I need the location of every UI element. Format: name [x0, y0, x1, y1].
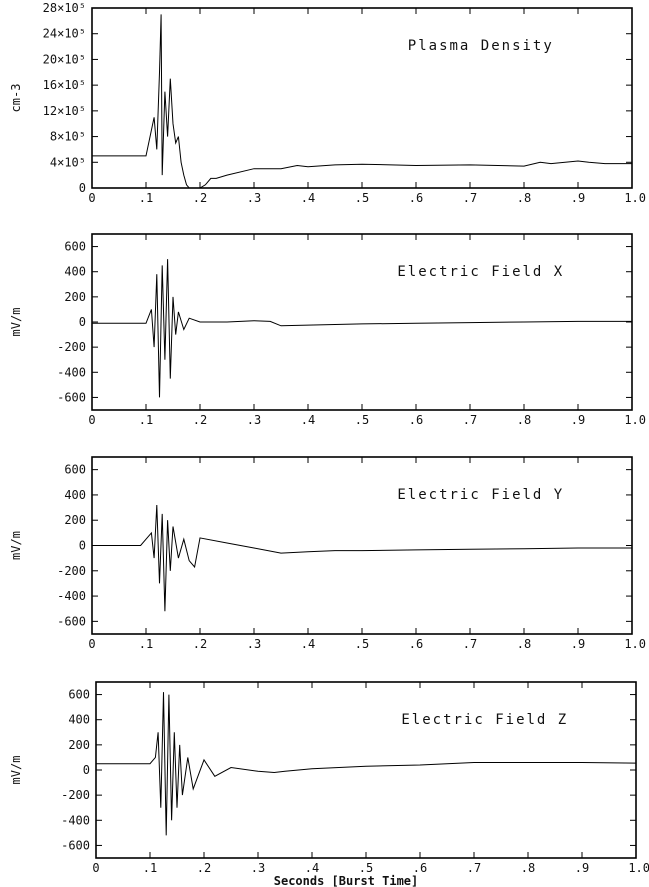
x-tick-label: .4 [301, 413, 315, 427]
x-tick-label: .9 [571, 413, 585, 427]
x-tick-label: .1 [139, 413, 153, 427]
y-tick-label: 0 [79, 181, 86, 195]
y-tick-label: 400 [68, 713, 90, 727]
y-tick-label: 600 [64, 463, 86, 477]
x-tick-label: .6 [409, 637, 423, 651]
y-axis-label: mV/m [9, 531, 23, 560]
y-tick-label: -400 [57, 365, 86, 379]
x-tick-label: .3 [247, 191, 261, 205]
x-tick-label: 1.0 [628, 861, 649, 875]
y-tick-label: 12×10⁵ [43, 104, 86, 118]
y-axis-label: cm-3 [9, 84, 23, 113]
x-tick-label: .2 [197, 861, 211, 875]
x-tick-label: .8 [517, 191, 531, 205]
chart-panel-2: -600 -400 -200 0 200 400 600 0 .1 .2 .3 .4 .5 .6 .7 .8.… [9, 233, 646, 427]
x-tick-label: .2 [193, 413, 207, 427]
x-tick-label: .2 [193, 637, 207, 651]
y-tick-label: 200 [64, 290, 86, 304]
x-tick-label: .7 [463, 191, 477, 205]
x-tick-label: .1 [143, 861, 157, 875]
x-tick-label: .3 [251, 861, 265, 875]
x-tick-label: .8 [517, 413, 531, 427]
y-tick-label: -200 [57, 564, 86, 578]
y-tick-label: 4×10⁵ [50, 155, 86, 169]
y-tick-label: 0 [83, 763, 90, 777]
x-tick-label: .7 [467, 861, 481, 875]
x-tick-label: .1 [139, 637, 153, 651]
x-tick-label: 1.0 [624, 191, 646, 205]
x-tick-label: .5 [355, 413, 369, 427]
y-tick-label: -600 [61, 838, 90, 852]
x-tick-label: .7 [463, 637, 477, 651]
y-tick-label: 600 [64, 240, 86, 254]
y-tick-label: -200 [57, 340, 86, 354]
y-tick-label: 24×10⁵ [43, 27, 86, 41]
x-tick-label: .9 [571, 191, 585, 205]
x-tick-label: .5 [355, 191, 369, 205]
x-tick-label: .4 [301, 191, 315, 205]
y-tick-label: -200 [61, 788, 90, 802]
x-tick-label: .4 [305, 861, 319, 875]
x-tick-label: .3 [247, 413, 261, 427]
x-tick-label: .7 [463, 413, 477, 427]
x-tick-label: .9 [571, 637, 585, 651]
y-tick-label: 0 [79, 539, 86, 553]
x-tick-label: .1 [139, 191, 153, 205]
y-tick-label: 8×10⁵ [50, 130, 86, 144]
plot-frame [95, 681, 637, 859]
x-tick-label: .3 [247, 637, 261, 651]
plot-frame [91, 456, 633, 635]
panel-title: Electric Field Y [397, 487, 564, 503]
x-tick-label: .6 [413, 861, 427, 875]
x-tick-label: 0 [88, 191, 95, 205]
x-tick-label: .6 [409, 413, 423, 427]
x-tick-label: .8 [521, 861, 535, 875]
y-tick-label: 400 [64, 488, 86, 502]
y-tick-label: 200 [68, 738, 90, 752]
x-tick-label: 0 [92, 861, 99, 875]
panel-title: Electric Field Z [401, 712, 568, 728]
plot-frame [91, 7, 633, 189]
series-line [92, 14, 632, 189]
y-tick-label: 200 [64, 513, 86, 527]
x-tick-label: 0 [88, 637, 95, 651]
chart-panel-3: -600 -400 -200 0 200 400 600 0 .1 .2 .3 .4 .5 .6 .7 .8.… [9, 456, 646, 651]
x-tick-label: .4 [301, 637, 315, 651]
chart-panel-1: 0 4×10⁵ 8×10⁵ 12×10⁵ 16×10⁵ 20×10⁵ 24×10⁵ 28×10… [9, 1, 646, 205]
series-line [96, 692, 637, 836]
y-axis-label: mV/m [9, 308, 23, 337]
y-tick-label: 28×10⁵ [43, 1, 86, 15]
y-tick-label: 0 [79, 315, 86, 329]
x-tick-label: 1.0 [624, 413, 646, 427]
y-tick-label: -600 [57, 390, 86, 404]
x-tick-label: .5 [355, 637, 369, 651]
x-tick-label: 1.0 [624, 637, 646, 651]
series-line [92, 504, 632, 612]
x-tick-label: .8 [517, 637, 531, 651]
x-axis-label: Seconds [Burst Time] [274, 874, 419, 887]
y-tick-label: 16×10⁵ [43, 78, 86, 92]
series-line [92, 259, 632, 398]
x-tick-label: .9 [575, 861, 589, 875]
y-tick-label: 20×10⁵ [43, 52, 86, 66]
y-tick-label: 600 [68, 688, 90, 702]
panel-title: Plasma Density [408, 38, 554, 54]
x-tick-label: 0 [88, 413, 95, 427]
chart-panel-4: -600 -400 -200 0 200 400 600 0 .1 .2 .3 .4 .5 .6 .7 .8.… [9, 681, 649, 887]
y-tick-label: 400 [64, 265, 86, 279]
y-axis-label: mV/m [9, 756, 23, 785]
y-tick-label: -400 [61, 813, 90, 827]
x-tick-label: .6 [409, 191, 423, 205]
panel-title: Electric Field X [397, 264, 564, 280]
x-tick-label: .2 [193, 191, 207, 205]
y-tick-label: -400 [57, 589, 86, 603]
y-tick-label: -600 [57, 614, 86, 628]
x-tick-label: .5 [359, 861, 373, 875]
